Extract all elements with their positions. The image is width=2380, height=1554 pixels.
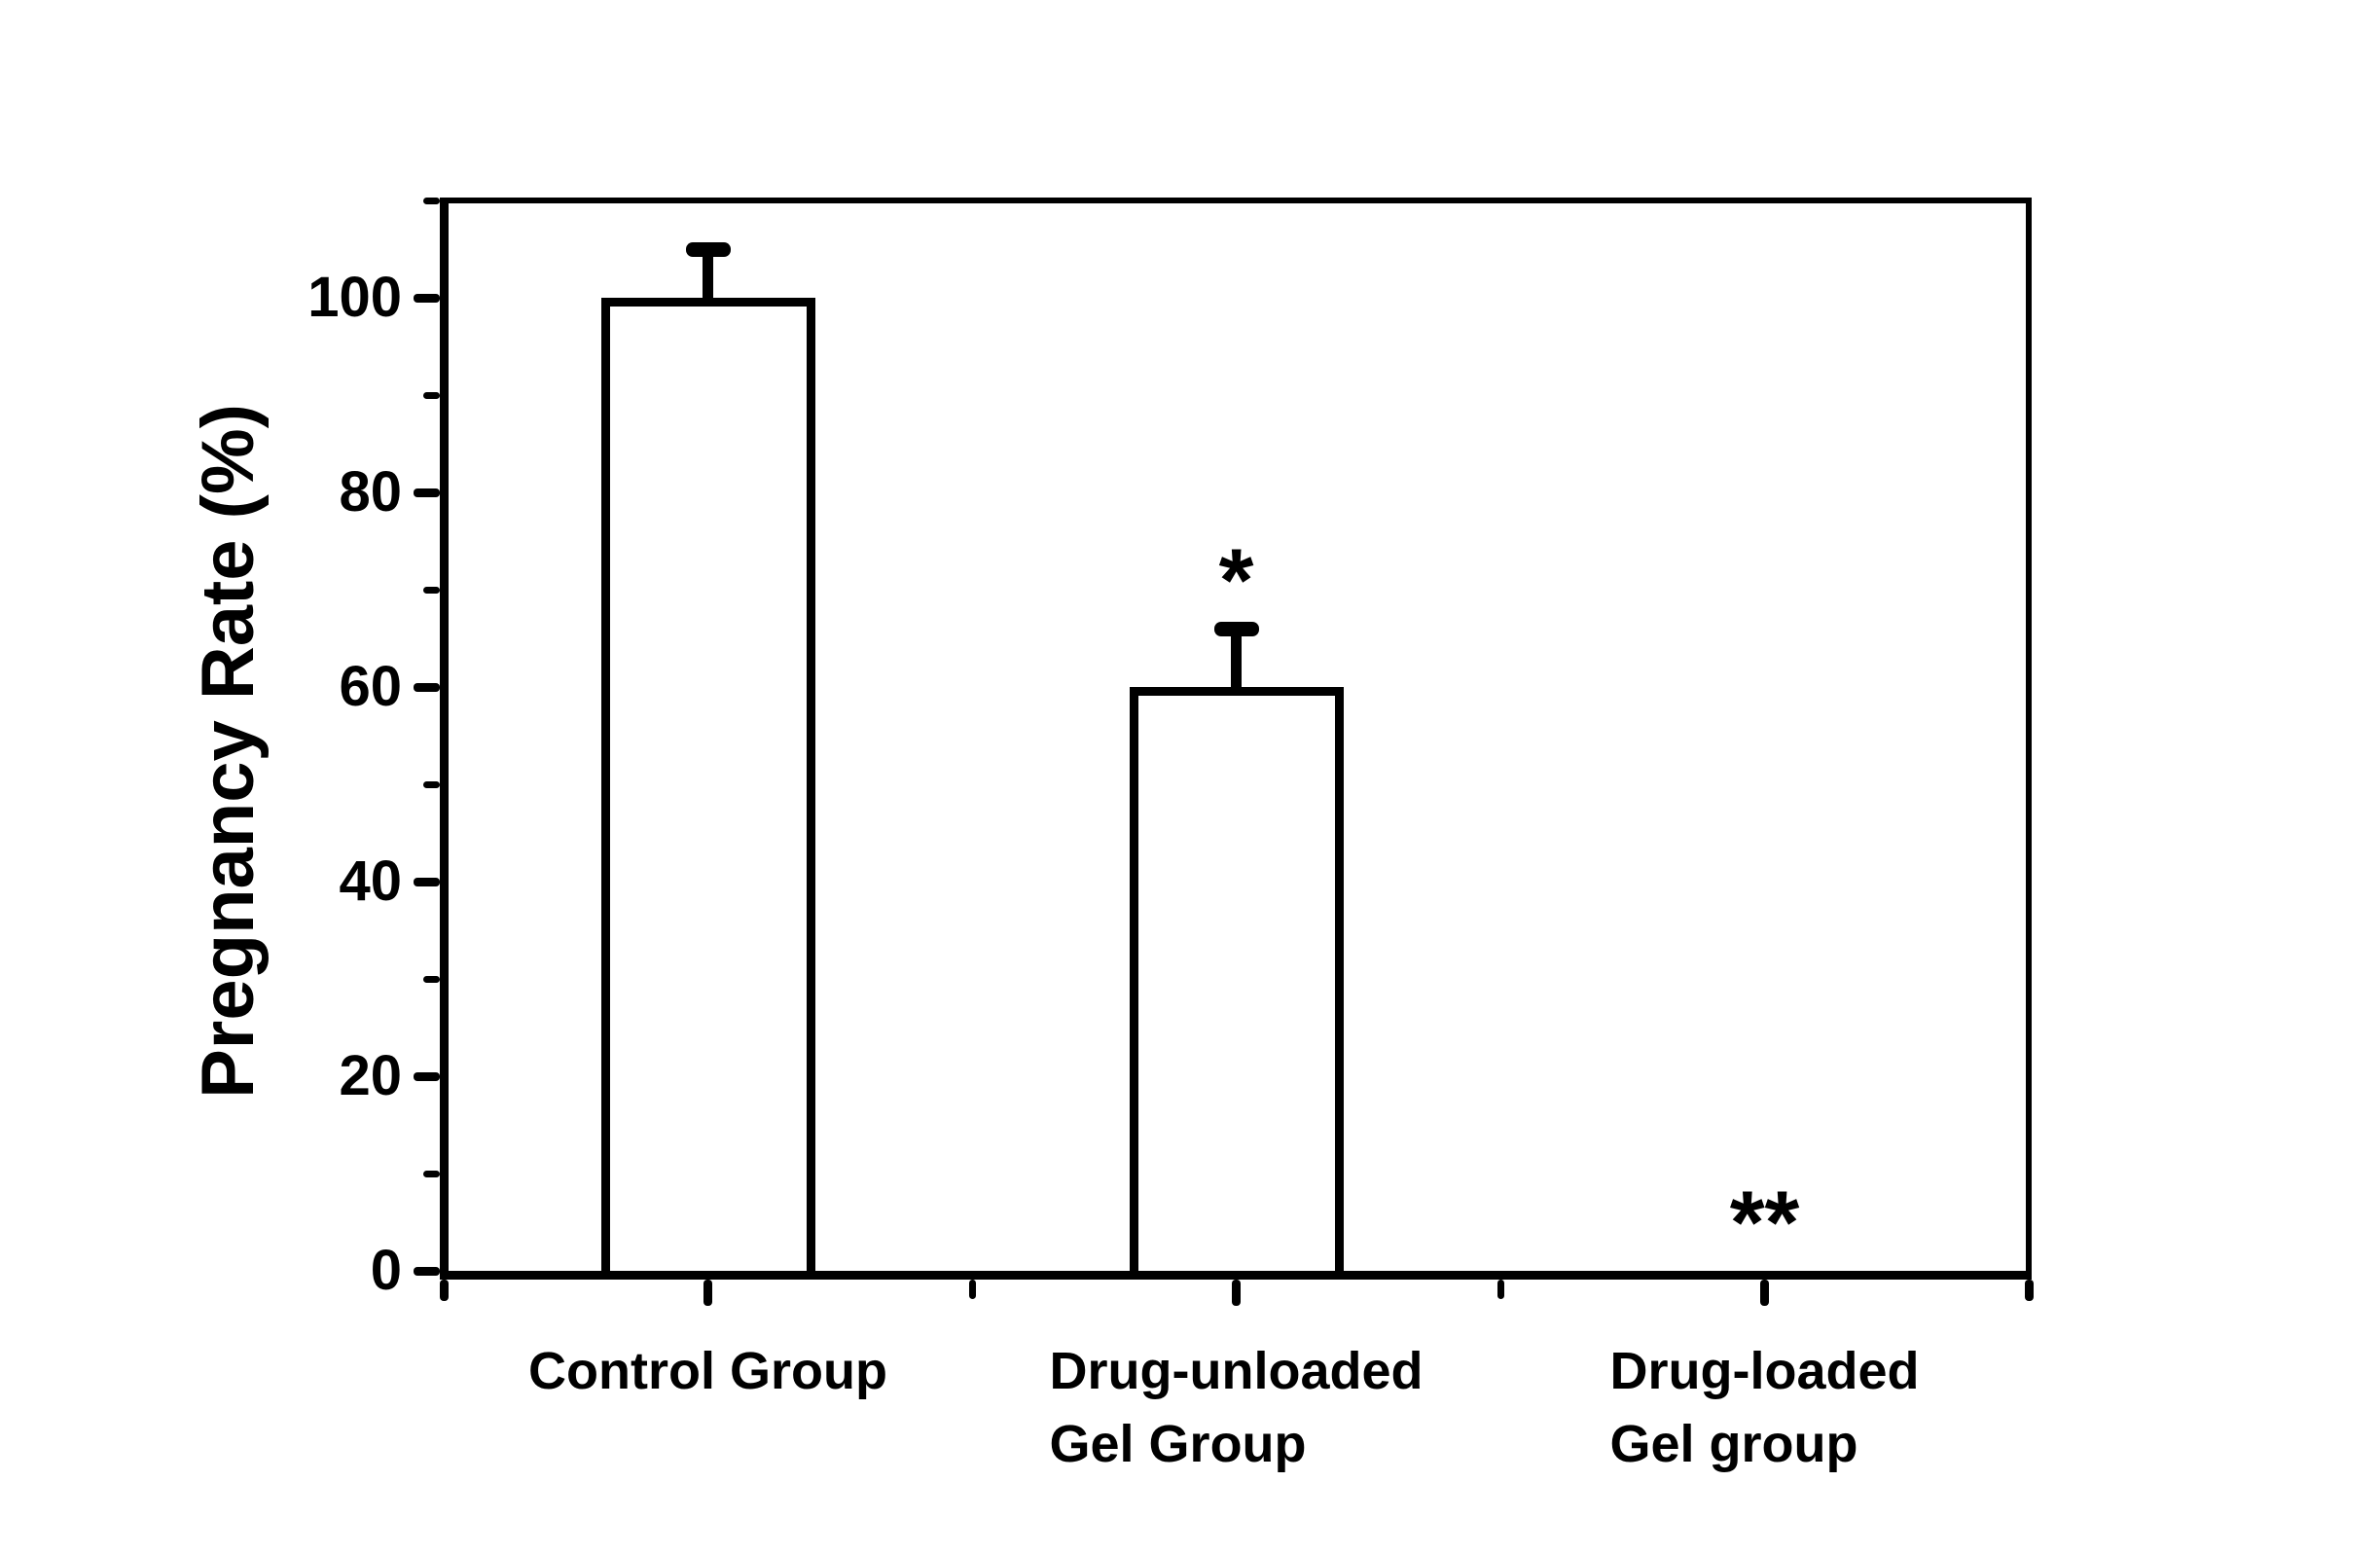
y-axis-major-tick <box>413 488 440 497</box>
x-axis-major-tick <box>1760 1280 1769 1306</box>
x-axis-minor-tick <box>1497 1280 1504 1299</box>
y-tick-label: 60 <box>339 655 402 718</box>
error-bar-stem <box>703 249 713 298</box>
significance-annotation: * <box>1218 531 1254 631</box>
y-tick-label: 0 <box>370 1239 402 1302</box>
x-axis-minor-tick <box>968 1280 976 1299</box>
x-axis-major-tick <box>703 1280 712 1306</box>
y-axis-minor-tick <box>422 975 440 983</box>
y-tick-label: 80 <box>339 460 402 524</box>
y-axis-minor-tick <box>422 197 440 204</box>
y-axis-minor-tick <box>422 780 440 788</box>
x-category-label-line: Drug-unloaded <box>1049 1342 1424 1400</box>
significance-annotation: ** <box>1729 1174 1800 1273</box>
x-category-label-line: Drug-loaded <box>1609 1342 1920 1400</box>
bar <box>1129 687 1344 1271</box>
y-axis-major-tick <box>413 682 440 692</box>
bar <box>600 298 815 1271</box>
x-axis-end-tick <box>439 1280 449 1301</box>
error-bar-cap <box>685 241 731 257</box>
error-bar-cap <box>1213 621 1259 636</box>
x-category-label: Drug-unloaded Gel Group <box>1050 1335 1424 1481</box>
y-axis-major-tick <box>413 293 440 303</box>
y-axis-minor-tick <box>422 586 440 594</box>
x-category-label: Control Group <box>528 1335 887 1408</box>
y-axis-major-tick <box>413 1071 440 1081</box>
y-tick-label: 100 <box>307 266 402 329</box>
y-tick-label: 40 <box>339 849 402 913</box>
x-category-label: Drug-loaded Gel group <box>1610 1335 1920 1481</box>
y-axis-minor-tick <box>422 1170 440 1177</box>
x-category-label-line: Gel group <box>1609 1415 1858 1473</box>
x-category-label-line: Gel Group <box>1049 1415 1307 1473</box>
x-axis-end-tick <box>2024 1280 2034 1301</box>
error-bar-stem <box>1231 629 1242 687</box>
y-tick-label: 20 <box>339 1044 402 1107</box>
y-axis-major-tick <box>413 877 440 886</box>
y-axis-minor-tick <box>422 391 440 399</box>
y-axis-major-tick <box>413 1266 440 1276</box>
x-category-label-line: Control Group <box>528 1342 887 1400</box>
x-axis-major-tick <box>1232 1280 1241 1306</box>
